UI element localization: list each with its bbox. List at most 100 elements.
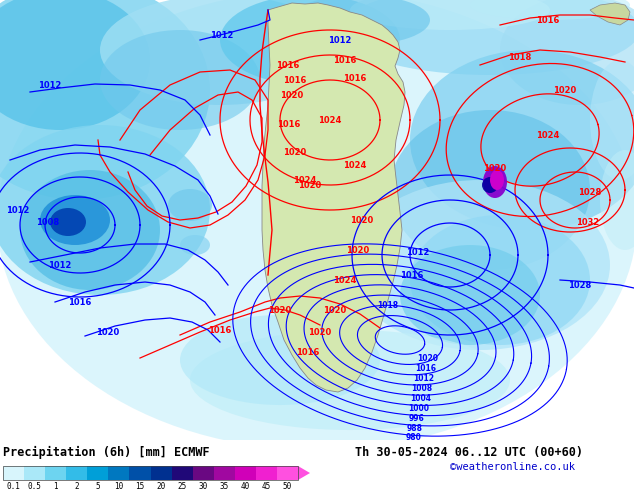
Ellipse shape — [600, 150, 634, 250]
Text: 1020: 1020 — [308, 327, 332, 337]
Ellipse shape — [410, 50, 634, 230]
Text: 35: 35 — [219, 482, 229, 490]
Bar — [45, 466, 66, 480]
Bar — [277, 466, 298, 480]
Text: 1020: 1020 — [268, 305, 292, 315]
Text: 1020: 1020 — [299, 180, 321, 190]
Text: 5: 5 — [96, 482, 100, 490]
Ellipse shape — [350, 0, 550, 30]
Text: 1008: 1008 — [411, 384, 432, 393]
Text: 1024: 1024 — [318, 116, 342, 124]
Text: 1: 1 — [53, 482, 58, 490]
Text: 996: 996 — [409, 414, 425, 423]
Ellipse shape — [297, 18, 333, 46]
Ellipse shape — [180, 235, 210, 255]
Text: 1020: 1020 — [351, 216, 373, 224]
Text: 1018: 1018 — [377, 300, 399, 310]
Text: 30: 30 — [198, 482, 208, 490]
Text: 1016: 1016 — [536, 16, 560, 24]
Ellipse shape — [390, 110, 590, 270]
Bar — [108, 466, 129, 480]
Text: 1032: 1032 — [576, 218, 600, 226]
Bar — [214, 466, 235, 480]
Bar — [24, 466, 45, 480]
Ellipse shape — [0, 0, 150, 130]
Ellipse shape — [180, 315, 380, 405]
Bar — [256, 466, 277, 480]
Ellipse shape — [190, 330, 510, 430]
Text: 1018: 1018 — [508, 52, 532, 62]
Text: 1008: 1008 — [36, 218, 60, 226]
Ellipse shape — [490, 170, 504, 190]
Ellipse shape — [168, 189, 212, 221]
Text: 1020: 1020 — [483, 164, 507, 172]
Text: Precipitation (6h) [mm] ECMWF: Precipitation (6h) [mm] ECMWF — [3, 446, 210, 459]
Ellipse shape — [400, 245, 540, 345]
Ellipse shape — [40, 195, 110, 245]
Text: 20: 20 — [157, 482, 165, 490]
Ellipse shape — [100, 30, 260, 130]
Bar — [87, 466, 108, 480]
Bar — [150, 466, 172, 480]
Ellipse shape — [20, 170, 160, 290]
Text: 1016: 1016 — [283, 75, 307, 84]
Text: 1028: 1028 — [578, 188, 602, 196]
Text: 1024: 1024 — [294, 175, 317, 185]
Text: 50: 50 — [283, 482, 292, 490]
Text: 1012: 1012 — [38, 80, 61, 90]
Text: 1016: 1016 — [333, 55, 357, 65]
Text: 1020: 1020 — [417, 354, 438, 363]
Text: 0.1: 0.1 — [6, 482, 20, 490]
Ellipse shape — [0, 125, 210, 295]
Ellipse shape — [100, 0, 340, 105]
Ellipse shape — [0, 0, 634, 450]
Ellipse shape — [0, 0, 210, 200]
Bar — [3, 466, 24, 480]
Text: 1012: 1012 — [328, 35, 352, 45]
Text: 1024: 1024 — [344, 161, 366, 170]
Ellipse shape — [410, 215, 590, 345]
Text: 15: 15 — [135, 482, 145, 490]
Ellipse shape — [350, 180, 610, 350]
Text: 45: 45 — [262, 482, 271, 490]
Bar — [235, 466, 256, 480]
Text: 1012: 1012 — [413, 374, 434, 383]
Text: 1012: 1012 — [48, 261, 72, 270]
Ellipse shape — [483, 166, 507, 198]
Text: 0.5: 0.5 — [28, 482, 42, 490]
Polygon shape — [298, 466, 310, 480]
Text: 1016: 1016 — [68, 297, 92, 307]
Ellipse shape — [482, 177, 498, 193]
Text: 1028: 1028 — [568, 280, 592, 290]
Ellipse shape — [290, 18, 350, 62]
Text: 1020: 1020 — [283, 147, 307, 156]
Ellipse shape — [340, 0, 634, 75]
Ellipse shape — [470, 0, 630, 20]
Text: 1016: 1016 — [276, 60, 300, 70]
Text: 1016: 1016 — [415, 364, 436, 373]
Text: 988: 988 — [407, 423, 423, 433]
Bar — [129, 466, 150, 480]
Text: 1016: 1016 — [296, 347, 320, 357]
Bar — [193, 466, 214, 480]
Text: 1016: 1016 — [344, 74, 366, 82]
Text: 1016: 1016 — [277, 120, 301, 128]
Text: Th 30-05-2024 06..12 UTC (00+60): Th 30-05-2024 06..12 UTC (00+60) — [355, 446, 583, 459]
Text: 1024: 1024 — [536, 130, 560, 140]
Text: ©weatheronline.co.uk: ©weatheronline.co.uk — [450, 462, 575, 472]
Text: 2: 2 — [74, 482, 79, 490]
Text: 980: 980 — [405, 434, 421, 442]
Ellipse shape — [590, 60, 634, 180]
Text: 1020: 1020 — [323, 305, 347, 315]
Ellipse shape — [50, 208, 86, 236]
Text: 1020: 1020 — [280, 91, 304, 99]
Text: 10: 10 — [114, 482, 124, 490]
Text: 1012: 1012 — [406, 247, 430, 256]
Text: 1016: 1016 — [400, 270, 424, 279]
Text: 1000: 1000 — [408, 404, 429, 413]
Polygon shape — [590, 3, 630, 25]
Text: 1012: 1012 — [6, 205, 30, 215]
Text: 1024: 1024 — [333, 275, 357, 285]
Ellipse shape — [220, 0, 400, 85]
Text: 1016: 1016 — [209, 325, 231, 335]
